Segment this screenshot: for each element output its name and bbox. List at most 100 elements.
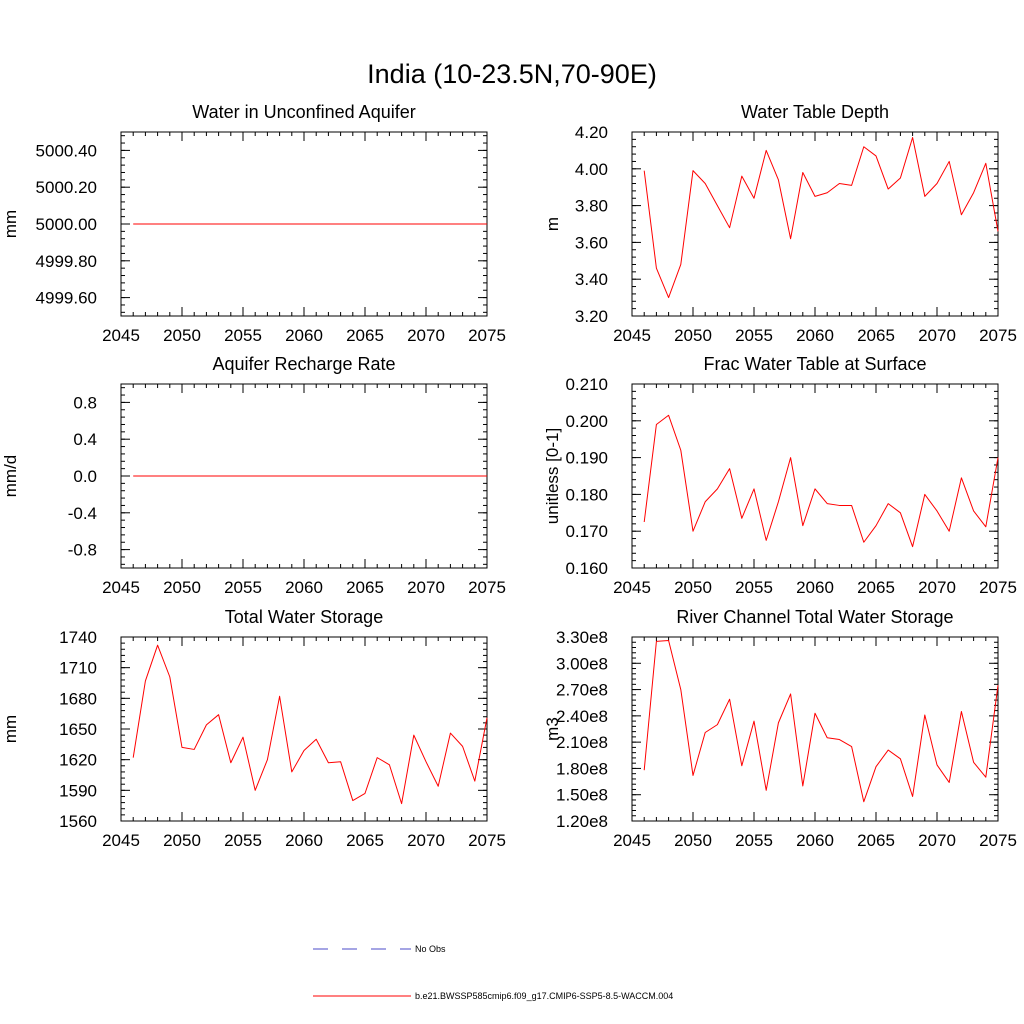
y-tick-label: 4.20 xyxy=(575,123,608,142)
y-tick-label: 1590 xyxy=(59,781,97,800)
plot-frame xyxy=(631,383,999,569)
x-tick-label: 2045 xyxy=(613,326,651,345)
x-tick-label: 2060 xyxy=(285,578,323,597)
y-tick-label: 0.190 xyxy=(565,449,608,468)
y-tick-label: 5000.40 xyxy=(36,141,97,160)
y-tick-label: 5000.20 xyxy=(36,178,97,197)
y-tick-label: 1560 xyxy=(59,812,97,831)
x-tick-label: 2050 xyxy=(674,578,712,597)
x-tick-label: 2060 xyxy=(796,578,834,597)
y-tick-label: 5000.00 xyxy=(36,215,97,234)
x-tick-label: 2045 xyxy=(613,578,651,597)
y-axis-label: mm xyxy=(1,715,20,743)
x-tick-label: 2050 xyxy=(163,831,201,850)
y-axis-label: unitless [0-1] xyxy=(543,428,562,524)
y-tick-label: 0.170 xyxy=(565,522,608,541)
x-tick-label: 2065 xyxy=(346,326,384,345)
x-tick-label: 2070 xyxy=(407,578,445,597)
panel-6: 2045 2050 2055 2060 2065 2070 2075 1.20e8 1.50e8… xyxy=(543,607,1017,850)
y-tick-label: 3.60 xyxy=(575,233,608,252)
panels: 2045 2050 2055 2060 2065 2070 2075 4999.60 4999.… xyxy=(1,102,1017,850)
x-tick-label: 2075 xyxy=(979,326,1017,345)
y-tick-label: 3.30e8 xyxy=(556,628,608,647)
x-tick-label: 2075 xyxy=(979,578,1017,597)
x-tick-label: 2065 xyxy=(346,831,384,850)
y-tick-label: 1.50e8 xyxy=(556,786,608,805)
x-tick-label: 2075 xyxy=(468,578,506,597)
legend-label-model-run: b.e21.BWSSP585cmip6.f09_g17.CMIP6-SSP5-8… xyxy=(415,991,673,1001)
x-tick-label: 2065 xyxy=(857,831,895,850)
x-tick-label: 2075 xyxy=(979,831,1017,850)
y-tick-label: 0.4 xyxy=(73,430,97,449)
x-tick-label: 2055 xyxy=(735,831,773,850)
panel-4: 2045 2050 2055 2060 2065 2070 2075 0.160 0.170 0.… xyxy=(543,354,1017,597)
series-line xyxy=(643,137,999,299)
x-tick-label: 2055 xyxy=(224,578,262,597)
figure-title: India (10-23.5N,70-90E) xyxy=(367,59,657,89)
y-tick-label: 3.20 xyxy=(575,307,608,326)
x-tick-label: 2050 xyxy=(163,578,201,597)
x-tick-label: 2050 xyxy=(163,326,201,345)
panel-title: Aquifer Recharge Rate xyxy=(212,354,395,374)
y-tick-label: 1.20e8 xyxy=(556,812,608,831)
x-tick-label: 2055 xyxy=(735,578,773,597)
series-line xyxy=(643,414,999,548)
panel-5: 2045 2050 2055 2060 2065 2070 2075 1560 1590 1620… xyxy=(1,607,506,850)
x-tick-label: 2055 xyxy=(224,326,262,345)
x-tick-label: 2045 xyxy=(102,578,140,597)
x-tick-label: 2075 xyxy=(468,326,506,345)
x-tick-label: 2060 xyxy=(285,831,323,850)
panel-2: 2045 2050 2055 2060 2065 2070 2075 3.20 3.40 3.60… xyxy=(543,102,1017,345)
plot-frame xyxy=(120,636,488,822)
y-tick-label: 0.180 xyxy=(565,485,608,504)
y-tick-label: 1680 xyxy=(59,689,97,708)
y-tick-label: 0.200 xyxy=(565,412,608,431)
legend-label-no-obs: No Obs xyxy=(415,944,446,954)
y-tick-label: 3.80 xyxy=(575,197,608,216)
x-tick-label: 2065 xyxy=(857,578,895,597)
y-tick-label: 1620 xyxy=(59,751,97,770)
x-tick-label: 2070 xyxy=(918,831,956,850)
series-line xyxy=(643,640,999,803)
x-tick-label: 2060 xyxy=(796,831,834,850)
x-tick-label: 2070 xyxy=(918,578,956,597)
y-tick-label: 3.00e8 xyxy=(556,654,608,673)
x-tick-label: 2070 xyxy=(407,326,445,345)
y-tick-label: 1650 xyxy=(59,720,97,739)
y-tick-label: 2.10e8 xyxy=(556,733,608,752)
y-tick-label: 4999.60 xyxy=(36,289,97,308)
x-tick-label: 2070 xyxy=(407,831,445,850)
x-tick-label: 2050 xyxy=(674,326,712,345)
y-tick-label: 0.210 xyxy=(565,375,608,394)
y-tick-label: 0.160 xyxy=(565,559,608,578)
x-tick-label: 2045 xyxy=(102,326,140,345)
panel-title: River Channel Total Water Storage xyxy=(676,607,953,627)
x-tick-label: 2060 xyxy=(796,326,834,345)
y-axis-label: mm xyxy=(1,210,20,238)
y-tick-label: 1.80e8 xyxy=(556,759,608,778)
y-tick-label: 1710 xyxy=(59,659,97,678)
x-tick-label: 2055 xyxy=(224,831,262,850)
x-tick-label: 2050 xyxy=(674,831,712,850)
y-tick-label: 0.0 xyxy=(73,467,97,486)
y-tick-label: 4999.80 xyxy=(36,252,97,271)
y-axis-label: m3 xyxy=(543,717,562,741)
y-axis-label: m xyxy=(543,217,562,231)
series-line xyxy=(132,644,488,805)
y-tick-label: -0.8 xyxy=(68,541,97,560)
x-tick-label: 2065 xyxy=(857,326,895,345)
y-axis-label: mm/d xyxy=(1,455,20,498)
x-tick-label: 2045 xyxy=(613,831,651,850)
x-tick-label: 2045 xyxy=(102,831,140,850)
y-tick-label: 1740 xyxy=(59,628,97,647)
x-tick-label: 2060 xyxy=(285,326,323,345)
panel-title: Water in Unconfined Aquifer xyxy=(192,102,415,122)
panel-title: Total Water Storage xyxy=(225,607,383,627)
y-tick-label: 0.8 xyxy=(73,393,97,412)
panel-title: Frac Water Table at Surface xyxy=(703,354,926,374)
y-tick-label: -0.4 xyxy=(68,504,97,523)
x-tick-label: 2075 xyxy=(468,831,506,850)
panel-title: Water Table Depth xyxy=(741,102,889,122)
plot-frame xyxy=(631,131,999,317)
